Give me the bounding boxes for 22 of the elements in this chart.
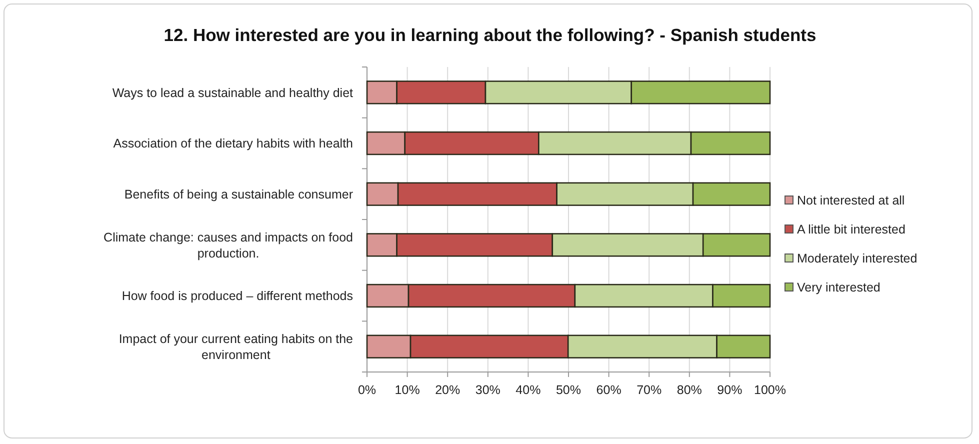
y-tick-label: Benefits of being a sustainable consumer (124, 187, 353, 202)
x-tick-label: 30% (475, 382, 500, 397)
y-tick-label: Impact of your current eating habits on the environment (118, 332, 354, 362)
legend-label: Very interested (797, 280, 880, 294)
x-tick-label: 40% (516, 382, 541, 397)
x-tick-label: 80% (676, 382, 702, 397)
x-tick-label: 60% (596, 382, 622, 397)
legend-label: Not interested at all (797, 193, 905, 208)
chart-title: 12. How interested are you in learning about the following? - Spanish students (164, 25, 816, 45)
x-tick-label: 90% (717, 382, 742, 397)
x-tick-label: 10% (394, 382, 420, 397)
legend-label: A little bit interested (797, 222, 906, 236)
y-tick-label: Ways to lead a sustainable and healthy diet (112, 86, 354, 100)
x-tick-label: 0% (358, 382, 376, 397)
y-tick-label: Climate change: causes and impacts on food production. (104, 230, 354, 260)
legend-label: Moderately interested (797, 251, 918, 266)
x-tick-label: 50% (556, 382, 582, 397)
y-tick-label: Association of the dietary habits with health (113, 136, 354, 151)
x-tick-label: 100% (754, 382, 786, 397)
y-tick-label: How food is produced – different methods (122, 289, 353, 304)
x-tick-label: 70% (636, 382, 662, 397)
x-tick-label: 20% (435, 382, 460, 397)
